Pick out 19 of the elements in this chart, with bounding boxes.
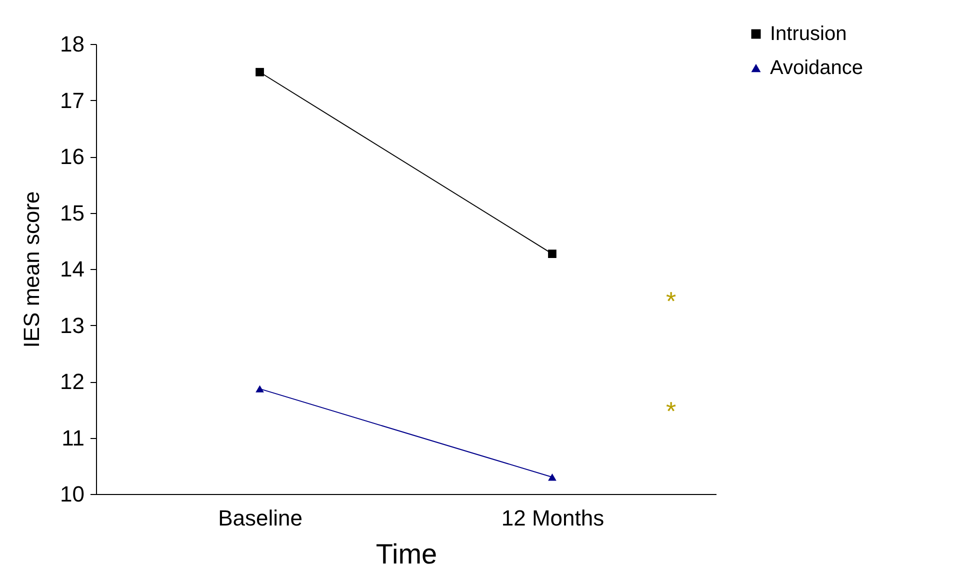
x-axis-title: Time <box>376 538 438 570</box>
y-tick-label: 16 <box>60 144 84 169</box>
y-tick-label: 14 <box>60 256 84 282</box>
point <box>256 68 264 76</box>
annotation: * <box>666 286 676 316</box>
y-axis-title: IES mean score <box>19 191 44 348</box>
y-tick-label: 15 <box>60 200 84 226</box>
y-tick-label: 18 <box>60 32 84 56</box>
x-tick-label: Baseline <box>218 506 302 530</box>
y-tick-label: 11 <box>62 425 84 450</box>
legend-label: Avoidance <box>770 57 864 79</box>
legend-label: Intrusion <box>770 23 847 45</box>
point <box>548 250 556 258</box>
x-tick-label: 12 Months <box>501 506 604 530</box>
y-tick-label: 10 <box>60 482 84 506</box>
annotation: * <box>666 396 676 426</box>
y-tick-label: 17 <box>60 88 84 113</box>
y-tick-label: 13 <box>60 312 84 338</box>
y-tick-label: 12 <box>60 369 84 394</box>
